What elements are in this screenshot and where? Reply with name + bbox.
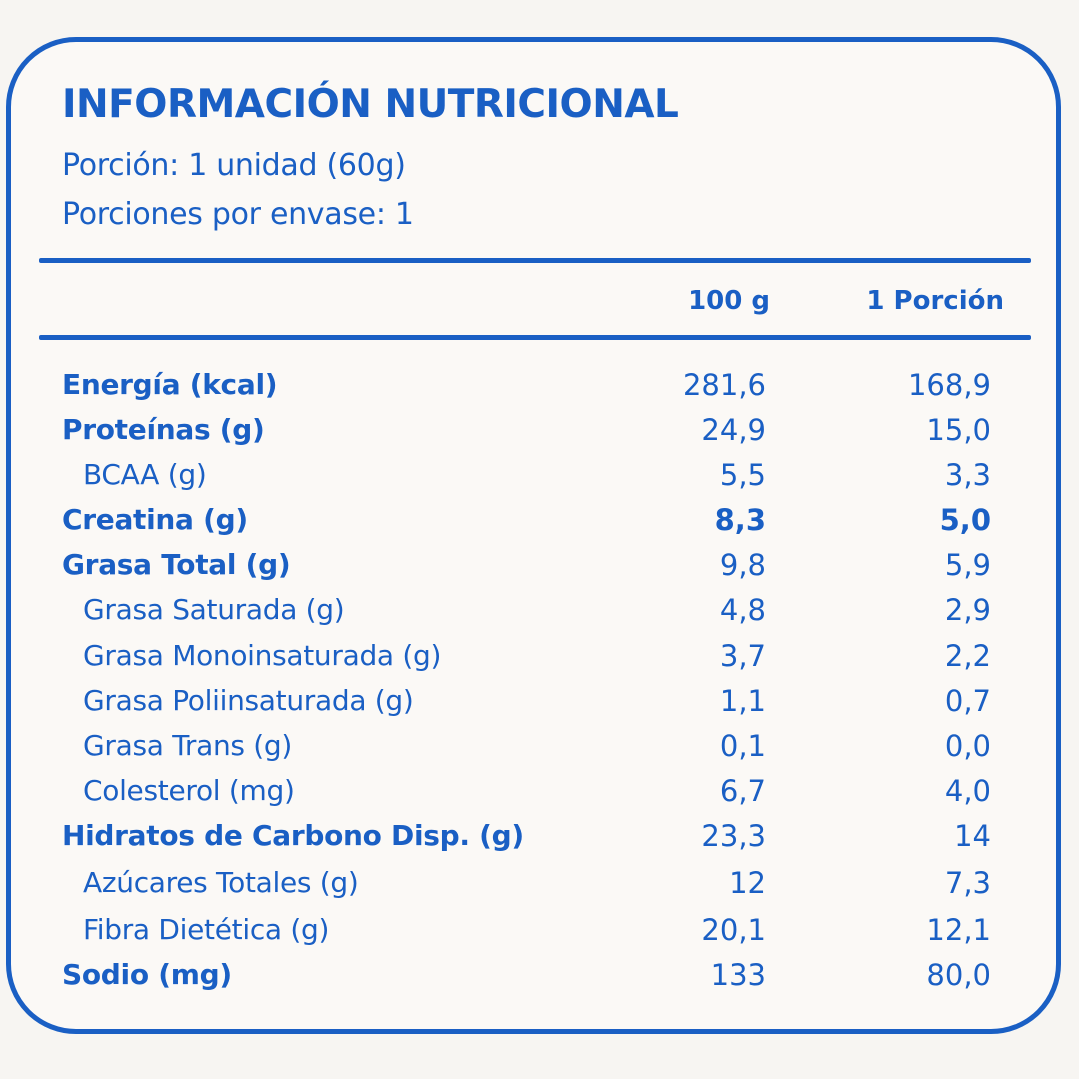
table-row: Colesterol (mg) 6,7 4,0 bbox=[0, 774, 1079, 819]
table-row: Grasa Total (g) 9,8 5,9 bbox=[0, 548, 1079, 593]
servings-per-container: Porciones por envase: 1 bbox=[62, 197, 414, 232]
nutrient-label: Grasa Monoinsaturada (g) bbox=[83, 639, 442, 672]
value-serving: 80,0 bbox=[926, 958, 991, 992]
value-100g: 12 bbox=[729, 866, 766, 900]
value-100g: 23,3 bbox=[701, 819, 766, 853]
table-row: Hidratos de Carbono Disp. (g) 23,3 14 bbox=[0, 819, 1079, 864]
serving-size: Porción: 1 unidad (60g) bbox=[62, 148, 406, 183]
value-100g: 9,8 bbox=[719, 548, 766, 582]
nutrient-label: Creatina (g) bbox=[62, 503, 248, 536]
table-row: BCAA (g) 5,5 3,3 bbox=[0, 458, 1079, 503]
value-serving: 2,2 bbox=[944, 639, 991, 673]
nutrient-label: Proteínas (g) bbox=[62, 413, 265, 446]
value-serving: 12,1 bbox=[926, 913, 991, 947]
value-serving: 15,0 bbox=[926, 413, 991, 447]
nutrient-label: Colesterol (mg) bbox=[83, 774, 295, 807]
value-serving: 7,3 bbox=[944, 866, 991, 900]
value-100g: 0,1 bbox=[719, 729, 766, 763]
table-row: Sodio (mg) 133 80,0 bbox=[0, 958, 1079, 1003]
nutrient-label: Grasa Trans (g) bbox=[83, 729, 293, 762]
value-serving: 3,3 bbox=[944, 458, 991, 492]
nutrient-label: Hidratos de Carbono Disp. (g) bbox=[62, 819, 524, 852]
value-100g: 3,7 bbox=[719, 639, 766, 673]
table-row: Grasa Saturada (g) 4,8 2,9 bbox=[0, 593, 1079, 638]
value-serving: 2,9 bbox=[944, 593, 991, 627]
header-divider-bottom bbox=[39, 335, 1031, 340]
nutrient-label: Sodio (mg) bbox=[62, 958, 232, 991]
table-row: Grasa Trans (g) 0,1 0,0 bbox=[0, 729, 1079, 774]
nutrient-label: Azúcares Totales (g) bbox=[83, 866, 359, 899]
value-serving: 5,0 bbox=[939, 503, 991, 537]
nutrient-label: Energía (kcal) bbox=[62, 368, 278, 401]
table-row: Grasa Monoinsaturada (g) 3,7 2,2 bbox=[0, 639, 1079, 684]
table-row: Energía (kcal) 281,6 168,9 bbox=[0, 368, 1079, 413]
column-header-100g: 100 g bbox=[688, 286, 770, 316]
table-row: Fibra Dietética (g) 20,1 12,1 bbox=[0, 913, 1079, 958]
nutrient-label: Fibra Dietética (g) bbox=[83, 913, 330, 946]
value-100g: 133 bbox=[710, 958, 766, 992]
nutrient-label: BCAA (g) bbox=[83, 458, 207, 491]
value-100g: 24,9 bbox=[701, 413, 766, 447]
value-100g: 20,1 bbox=[701, 913, 766, 947]
value-serving: 4,0 bbox=[944, 774, 991, 808]
value-100g: 6,7 bbox=[719, 774, 766, 808]
value-serving: 0,0 bbox=[944, 729, 991, 763]
table-row: Grasa Poliinsaturada (g) 1,1 0,7 bbox=[0, 684, 1079, 729]
nutrient-label: Grasa Poliinsaturada (g) bbox=[83, 684, 414, 717]
value-100g: 1,1 bbox=[719, 684, 766, 718]
value-100g: 5,5 bbox=[719, 458, 766, 492]
value-100g: 8,3 bbox=[714, 503, 766, 537]
value-serving: 14 bbox=[954, 819, 991, 853]
value-serving: 0,7 bbox=[944, 684, 991, 718]
header-divider-top bbox=[39, 258, 1031, 263]
value-serving: 168,9 bbox=[907, 368, 991, 402]
column-header-serving: 1 Porción bbox=[866, 286, 1004, 316]
table-row: Proteínas (g) 24,9 15,0 bbox=[0, 413, 1079, 458]
value-serving: 5,9 bbox=[944, 548, 991, 582]
table-row: Creatina (g) 8,3 5,0 bbox=[0, 503, 1079, 548]
table-row: Azúcares Totales (g) 12 7,3 bbox=[0, 866, 1079, 911]
label-title: INFORMACIÓN NUTRICIONAL bbox=[62, 82, 679, 127]
value-100g: 4,8 bbox=[719, 593, 766, 627]
value-100g: 281,6 bbox=[682, 368, 766, 402]
nutrient-label: Grasa Saturada (g) bbox=[83, 593, 345, 626]
nutrient-label: Grasa Total (g) bbox=[62, 548, 291, 581]
nutrition-label-panel bbox=[6, 37, 1061, 1034]
